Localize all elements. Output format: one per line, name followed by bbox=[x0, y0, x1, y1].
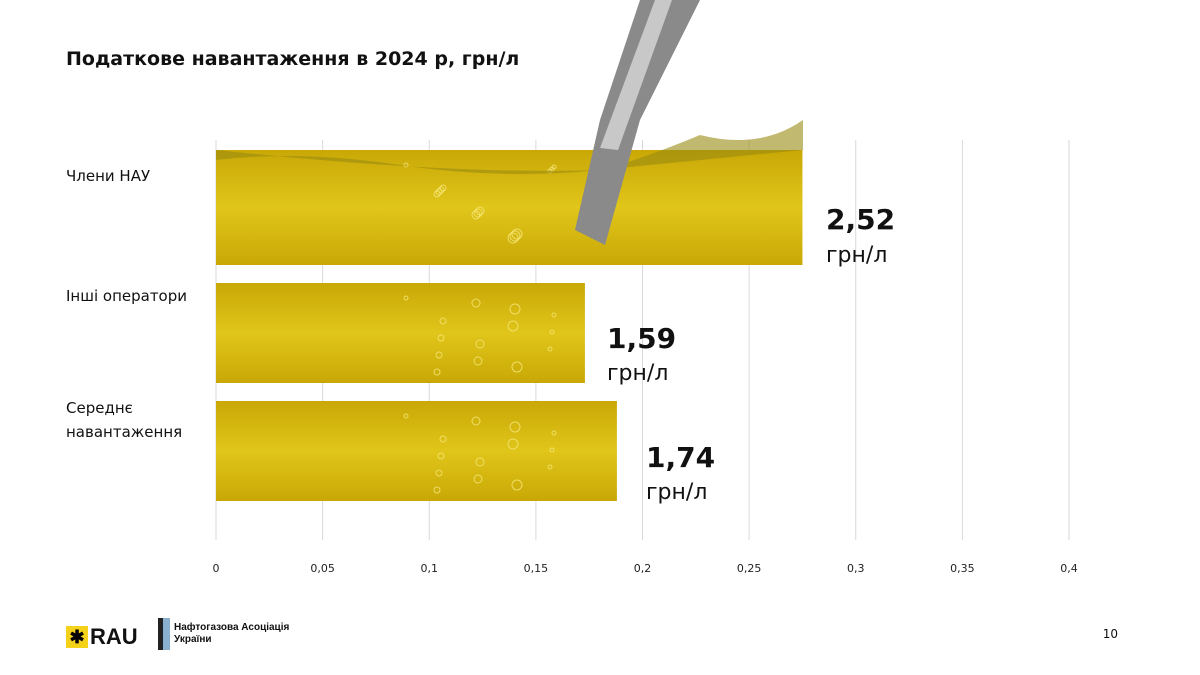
bubble bbox=[473, 474, 483, 484]
fuel-wave bbox=[216, 120, 803, 174]
bubble bbox=[549, 329, 555, 335]
fuel-nozzle bbox=[575, 0, 700, 245]
bubble bbox=[403, 295, 409, 301]
bubble bbox=[437, 334, 445, 342]
bubble bbox=[547, 464, 553, 470]
x-tick-label: 0,2 bbox=[634, 562, 652, 575]
bubble bbox=[551, 430, 557, 436]
data-label-unit: грн/л bbox=[607, 361, 669, 386]
bubble bbox=[471, 416, 481, 426]
bubble bbox=[439, 317, 447, 325]
x-tick-label: 0,35 bbox=[950, 562, 975, 575]
rau-star-icon: ✱ bbox=[66, 626, 88, 648]
bubble bbox=[511, 361, 523, 373]
bubble bbox=[435, 351, 443, 359]
bubble bbox=[433, 486, 441, 494]
bubble bbox=[403, 162, 409, 168]
x-tick-label: 0,1 bbox=[421, 562, 439, 575]
bubble bbox=[473, 208, 483, 218]
bubble bbox=[437, 186, 445, 194]
data-label-unit: грн/л bbox=[826, 243, 888, 268]
category-label: Середнє навантаження bbox=[66, 399, 183, 441]
bubble bbox=[507, 320, 519, 332]
bubble bbox=[435, 188, 443, 196]
data-label-unit: грн/л bbox=[646, 480, 708, 505]
bubble bbox=[549, 447, 555, 453]
x-tick-label: 0,05 bbox=[310, 562, 335, 575]
category-label: Члени НАУ bbox=[66, 167, 151, 185]
bubble bbox=[475, 339, 485, 349]
nau-logo: Нафтогазова Асоціація України bbox=[158, 618, 314, 650]
data-label-value: 1,74 bbox=[646, 441, 716, 474]
bubble bbox=[551, 312, 557, 318]
x-tick-label: 0,15 bbox=[524, 562, 549, 575]
bubble bbox=[437, 452, 445, 460]
bubble bbox=[439, 435, 447, 443]
bubble bbox=[471, 298, 481, 308]
nau-logo-text: Нафтогазова Асоціація України bbox=[174, 622, 290, 645]
fuel-nozzle-highlight bbox=[600, 0, 672, 150]
bar bbox=[216, 150, 803, 265]
x-tick-label: 0,4 bbox=[1060, 562, 1078, 575]
bubble bbox=[507, 438, 519, 450]
bar bbox=[216, 283, 585, 383]
rau-logo: ✱ RAU bbox=[66, 624, 138, 650]
data-label-value: 1,59 bbox=[607, 322, 677, 355]
nau-mark-icon bbox=[158, 618, 170, 650]
bar bbox=[216, 401, 617, 501]
page-number: 10 bbox=[1102, 627, 1118, 641]
bubble bbox=[507, 232, 519, 244]
bubble bbox=[511, 228, 523, 240]
page-title: Податкове навантаження в 2024 р, грн/л bbox=[66, 48, 520, 70]
bubble bbox=[473, 356, 483, 366]
bubble bbox=[433, 190, 441, 198]
bubble bbox=[403, 413, 409, 419]
x-tick-label: 0,3 bbox=[847, 562, 865, 575]
bubble bbox=[509, 230, 521, 242]
bubble bbox=[509, 303, 521, 315]
rau-logo-text: RAU bbox=[90, 624, 138, 649]
data-label-value: 2,52 bbox=[826, 203, 896, 236]
x-tick-label: 0 bbox=[213, 562, 220, 575]
x-tick-label: 0,25 bbox=[737, 562, 762, 575]
bubble bbox=[475, 457, 485, 467]
bubble bbox=[511, 479, 523, 491]
bubble bbox=[435, 469, 443, 477]
bubble bbox=[547, 346, 553, 352]
category-label: Інші оператори bbox=[66, 287, 188, 305]
bubble bbox=[439, 184, 447, 192]
bubble bbox=[509, 421, 521, 433]
bubble bbox=[471, 210, 481, 220]
bubble bbox=[433, 368, 441, 376]
